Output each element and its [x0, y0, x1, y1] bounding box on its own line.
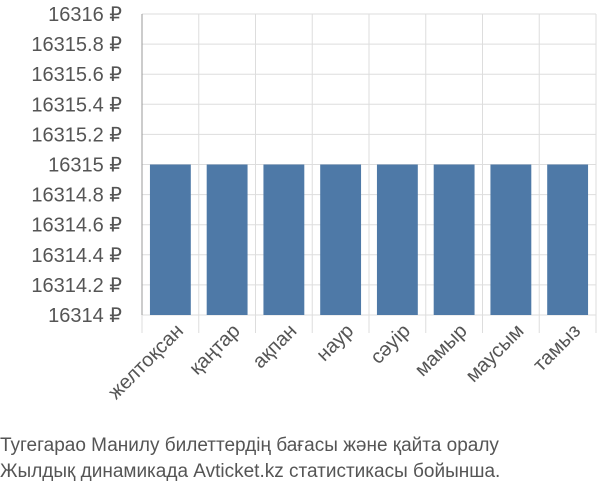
x-tick-label: ақпан	[248, 320, 301, 373]
x-tick-label: сәуір	[366, 320, 415, 369]
y-tick-label: 16315.8 ₽	[31, 34, 122, 56]
y-tick-label: 16315.6 ₽	[31, 64, 122, 86]
bar	[206, 164, 248, 315]
bar	[263, 164, 305, 315]
bar	[149, 164, 191, 315]
bar	[433, 164, 475, 315]
y-tick-label: 16316 ₽	[48, 4, 122, 26]
x-tick-label: тамыз	[529, 320, 585, 376]
y-tick-label: 16314.8 ₽	[31, 185, 122, 207]
y-tick-label: 16315.4 ₽	[31, 94, 122, 116]
bar	[376, 164, 418, 315]
y-tick-label: 16314.2 ₽	[31, 275, 122, 297]
x-tick-label: желтоқсан	[104, 320, 188, 404]
x-tick-label: наур	[312, 320, 358, 366]
y-tick-label: 16314.6 ₽	[31, 215, 122, 237]
y-tick-label: 16314 ₽	[48, 305, 122, 327]
x-tick-label: маусым	[462, 320, 529, 387]
y-tick-label: 16315.2 ₽	[31, 124, 122, 146]
y-tick-label: 16314.4 ₽	[31, 245, 122, 267]
bar	[490, 164, 532, 315]
chart-caption-line-2: Жылдық динамикада Avticket.kz статистика…	[0, 461, 501, 482]
bar	[320, 164, 362, 315]
y-tick-label: 16315 ₽	[48, 155, 122, 177]
bar	[547, 164, 589, 315]
chart-caption-line-1: Тугегарао Манилу билеттердің бағасы және…	[0, 435, 499, 456]
bar-chart: 16314 ₽ 16314.2 ₽ 16314.4 ₽ 16314.6 ₽ 16314.…	[31, 4, 597, 404]
x-tick-label: қаңтар	[185, 320, 244, 379]
